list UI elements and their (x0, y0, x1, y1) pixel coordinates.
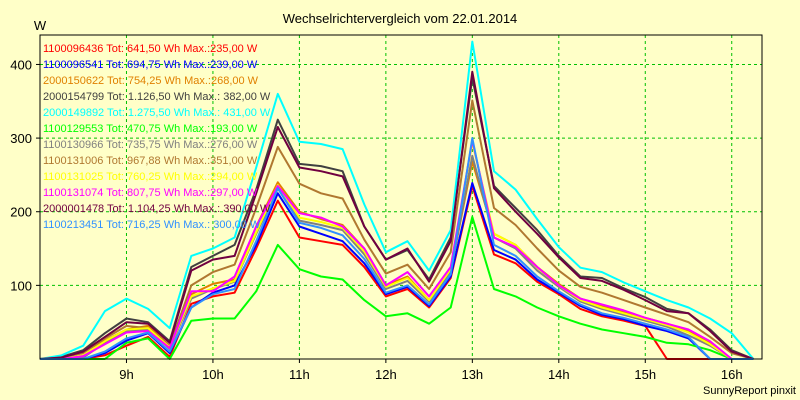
x-tick-label: 13h (461, 367, 483, 382)
x-tick-label: 9h (119, 367, 133, 382)
legend-entry-1100131025: 1100131025 Tot: 760,25 Wh Max.:294,00 W (43, 171, 258, 183)
legend-entry-1100130966: 1100130966 Tot: 735,75 Wh Max.:276,00 W (43, 139, 258, 151)
legend-entry-1100131074: 1100131074 Tot: 807,75 Wh Max.:297,00 W (43, 187, 258, 199)
chart-title: Wechselrichtervergleich vom 22.01.2014 (283, 11, 518, 26)
series-line-2000001478 (39, 70, 754, 360)
y-tick-label: 400 (10, 57, 32, 72)
legend-entry-1100213451: 1100213451 Tot: 716,25 Wh Max.: 300,00 W (43, 219, 261, 231)
y-tick-label: 100 (10, 278, 32, 293)
x-tick-label: 14h (548, 367, 570, 382)
x-axis-ticks: 9h 10h 11h 12h 13h 14h 15h 16h (119, 359, 743, 382)
series-lines (39, 40, 755, 360)
x-tick-label: 15h (634, 367, 656, 382)
y-tick-label: 300 (10, 131, 32, 146)
legend-entry-2000150622: 2000150622 Tot: 754,25 Wh Max.:268,00 W (43, 75, 259, 87)
legend-entry-2000154799: 2000154799 Tot: 1.126,50 Wh Max.: 382,00… (43, 91, 271, 103)
legend: 1100096436 Tot: 641,50 Wh Max.:235,00 W 1… (43, 43, 271, 231)
series-line-1100129553 (40, 215, 754, 360)
legend-entry-2000149892: 2000149892 Tot: 1.275,50 Wh Max.: 431,00… (43, 107, 271, 119)
y-axis-ticks: 100 200 300 400 (10, 57, 40, 293)
grid (40, 35, 762, 359)
x-tick-label: 10h (202, 367, 224, 382)
series-line-1100213451 (40, 137, 754, 360)
legend-entry-2000001478: 2000001478 Tot: 1.104,25 Wh Max.: 390,00… (43, 203, 271, 215)
x-tick-label: 16h (721, 367, 743, 382)
legend-entry-1100096541: 1100096541 Tot: 694,75 Wh Max.:239,00 W (43, 59, 258, 71)
legend-entry-1100096436: 1100096436 Tot: 641,50 Wh Max.:235,00 W (43, 43, 258, 55)
footer-credit: SunnyReport pinxit (703, 385, 796, 397)
series-line-1100131074 (40, 139, 754, 360)
series-line-2000149892 (39, 40, 755, 360)
y-tick-label: 200 (10, 205, 32, 220)
legend-entry-1100131006: 1100131006 Tot: 967,88 Wh Max.:351,00 W (43, 155, 258, 167)
x-tick-label: 11h (289, 367, 310, 382)
x-tick-label: 12h (375, 367, 397, 382)
y-axis-label: W (34, 18, 47, 33)
series-line-1100131025 (40, 141, 754, 360)
legend-entry-1100129553: 1100129553 Tot: 470,75 Wh Max.:193,00 W (43, 123, 258, 135)
plot-frame (39, 34, 763, 360)
